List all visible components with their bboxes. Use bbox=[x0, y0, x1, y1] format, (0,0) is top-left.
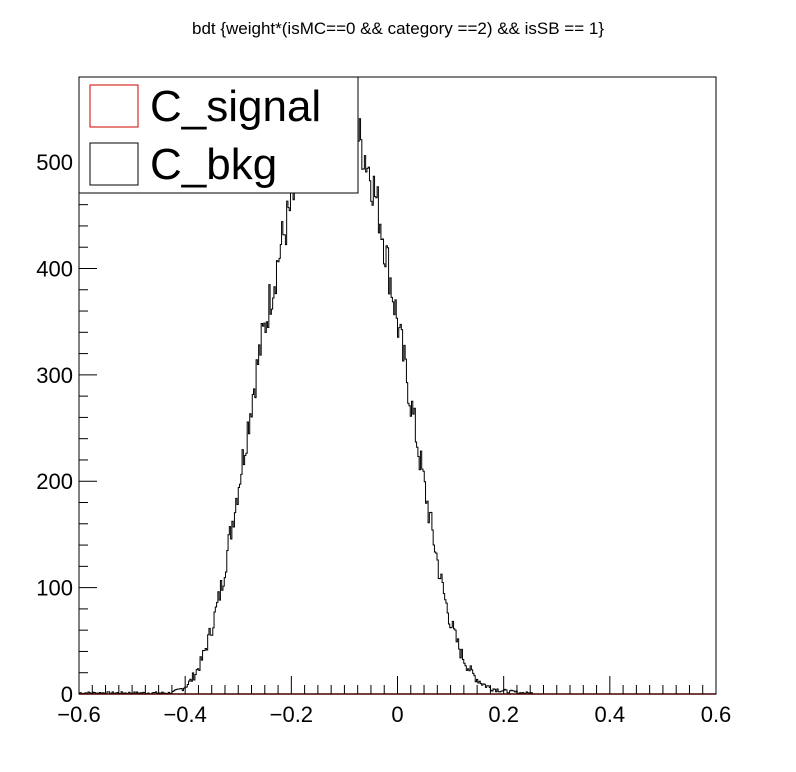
y-tick-label: 200 bbox=[36, 469, 73, 494]
y-tick-label: 500 bbox=[36, 150, 73, 175]
axes: −0.6 −0.4 −0.2 0 0.2 0.4 0.6 0 100 200 300 400 500 bbox=[36, 76, 732, 727]
legend: C_signal C_bkg bbox=[78, 76, 359, 194]
y-tick-label: 100 bbox=[36, 576, 73, 601]
x-tick-label: 0.6 bbox=[701, 702, 732, 727]
legend-label-bkg: C_bkg bbox=[150, 140, 277, 189]
legend-label-signal: C_signal bbox=[150, 82, 321, 131]
y-tick-label: 0 bbox=[61, 682, 73, 707]
legend-swatch-signal bbox=[89, 84, 139, 128]
plot-frame bbox=[78, 76, 717, 695]
x-tick-label: −0.2 bbox=[270, 702, 313, 727]
y-tick-label: 400 bbox=[36, 256, 73, 281]
legend-box bbox=[78, 76, 359, 194]
x-tick-label: 0.2 bbox=[488, 702, 519, 727]
chart-title: bdt {weight*(isMC==0 && category ==2) &&… bbox=[192, 19, 604, 38]
x-tick-label: −0.6 bbox=[57, 702, 100, 727]
y-tick-label: 300 bbox=[36, 363, 73, 388]
x-tick-label: 0 bbox=[391, 702, 403, 727]
legend-swatch-bkg bbox=[89, 142, 139, 186]
x-tick-label: −0.4 bbox=[163, 702, 206, 727]
x-tick-label: 0.4 bbox=[595, 702, 626, 727]
